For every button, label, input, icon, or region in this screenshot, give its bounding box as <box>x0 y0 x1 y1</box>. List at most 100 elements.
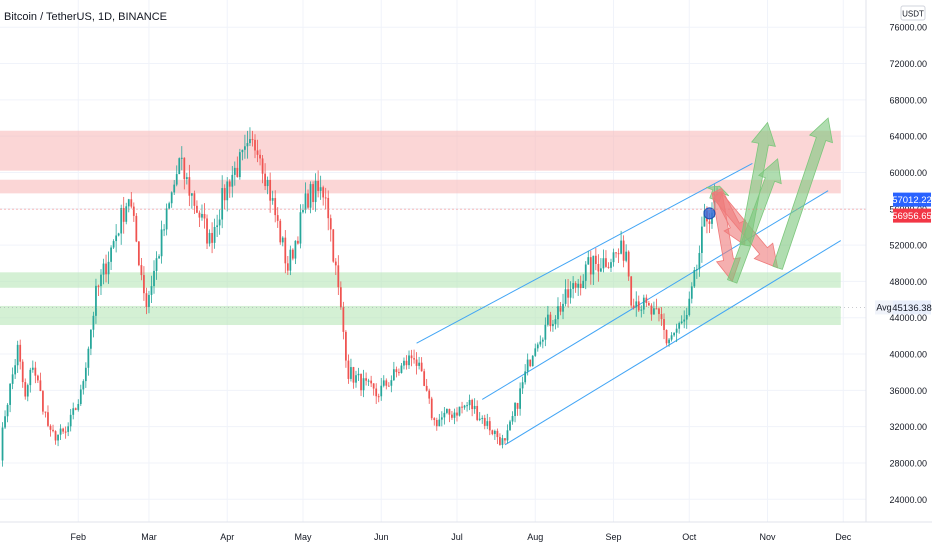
candle <box>233 161 236 186</box>
candle-body <box>574 283 577 288</box>
candle-body <box>135 215 138 242</box>
candle-body <box>201 213 203 218</box>
candle-body <box>170 192 173 204</box>
candle <box>594 248 597 271</box>
channel-line <box>481 190 829 400</box>
candle <box>140 258 143 281</box>
candle <box>244 134 246 159</box>
symbol-title: Bitcoin / TetherUS, 1D, BINANCE <box>4 11 167 23</box>
resistance-zone <box>0 179 841 194</box>
price-tick-label: 48000.00 <box>889 277 927 287</box>
candle <box>294 240 297 265</box>
candle-body <box>117 233 120 236</box>
green-projection-arrow <box>726 158 782 284</box>
currency-badge-label: USDT <box>902 10 924 19</box>
candle <box>216 214 219 238</box>
currency-badge[interactable]: USDT <box>900 5 926 21</box>
candle <box>506 424 509 444</box>
candle-body <box>100 274 102 287</box>
candle <box>688 291 691 317</box>
candle-body <box>294 240 297 259</box>
candle <box>307 189 309 210</box>
price-labels: 57012.22 56956.65 Avg 45136.38 <box>875 192 932 315</box>
candle-body <box>461 406 463 408</box>
candle <box>456 407 458 422</box>
candle <box>95 278 97 324</box>
candle <box>90 329 92 356</box>
candle <box>173 180 176 196</box>
candle-body <box>377 396 380 398</box>
candle-body <box>370 380 373 384</box>
price-tick-label: 76000.00 <box>889 23 927 33</box>
time-tick-label: Oct <box>682 532 697 542</box>
candle <box>34 361 37 384</box>
candle-body <box>120 208 123 234</box>
candle <box>352 366 355 389</box>
candle <box>493 429 496 440</box>
candle-body <box>680 321 683 324</box>
candle <box>471 398 474 417</box>
candle <box>430 396 433 421</box>
candle <box>660 307 663 326</box>
last-price-label: 57012.22 <box>892 195 932 206</box>
price-axis-panel[interactable] <box>866 0 932 550</box>
candle-body <box>695 269 698 271</box>
candle-body <box>42 391 44 412</box>
candle-body <box>223 188 226 201</box>
candle <box>281 236 284 247</box>
candle <box>236 156 239 178</box>
candle <box>362 369 365 398</box>
last-price-badge <box>893 192 931 207</box>
candle-body <box>284 237 287 264</box>
candle-body <box>428 390 431 399</box>
candle <box>84 362 87 388</box>
candle-body <box>64 431 67 433</box>
candle <box>511 411 514 425</box>
candle-body <box>92 315 95 330</box>
candle <box>572 276 575 299</box>
candle-body <box>193 193 196 206</box>
candle-body <box>476 405 479 420</box>
candle-body <box>337 265 340 288</box>
candle-body <box>511 416 514 422</box>
candle-body <box>541 339 544 342</box>
candle-body <box>307 193 309 208</box>
candle <box>678 321 681 334</box>
candle <box>562 293 564 320</box>
candle-body <box>622 240 625 261</box>
candle-body <box>329 218 332 230</box>
candle-body <box>39 380 42 392</box>
candle-body <box>453 412 456 418</box>
candle-body <box>400 365 403 373</box>
candle <box>188 164 191 207</box>
candle-body <box>168 203 171 209</box>
price-tick-label: 60000.00 <box>889 168 927 178</box>
candle <box>488 417 491 436</box>
candle <box>92 311 95 338</box>
candle <box>461 401 463 414</box>
candle-body <box>514 402 516 417</box>
candle <box>120 204 123 245</box>
candle <box>499 433 501 446</box>
candle <box>529 359 532 368</box>
candle <box>387 382 390 387</box>
candle-body <box>137 241 140 266</box>
candle-body <box>345 331 347 361</box>
markers <box>0 207 866 308</box>
candle <box>201 204 203 221</box>
candle-body <box>405 360 408 366</box>
candle-body <box>577 283 580 288</box>
candle <box>519 382 521 416</box>
candle-body <box>150 286 153 295</box>
price-tick-label: 72000.00 <box>889 59 927 69</box>
candle <box>329 214 332 242</box>
candle-body <box>26 385 29 397</box>
candle-body <box>19 344 22 362</box>
candle <box>226 177 229 212</box>
candle <box>132 202 135 222</box>
candle <box>647 300 650 306</box>
candle-body <box>589 257 592 275</box>
candle <box>196 200 198 214</box>
